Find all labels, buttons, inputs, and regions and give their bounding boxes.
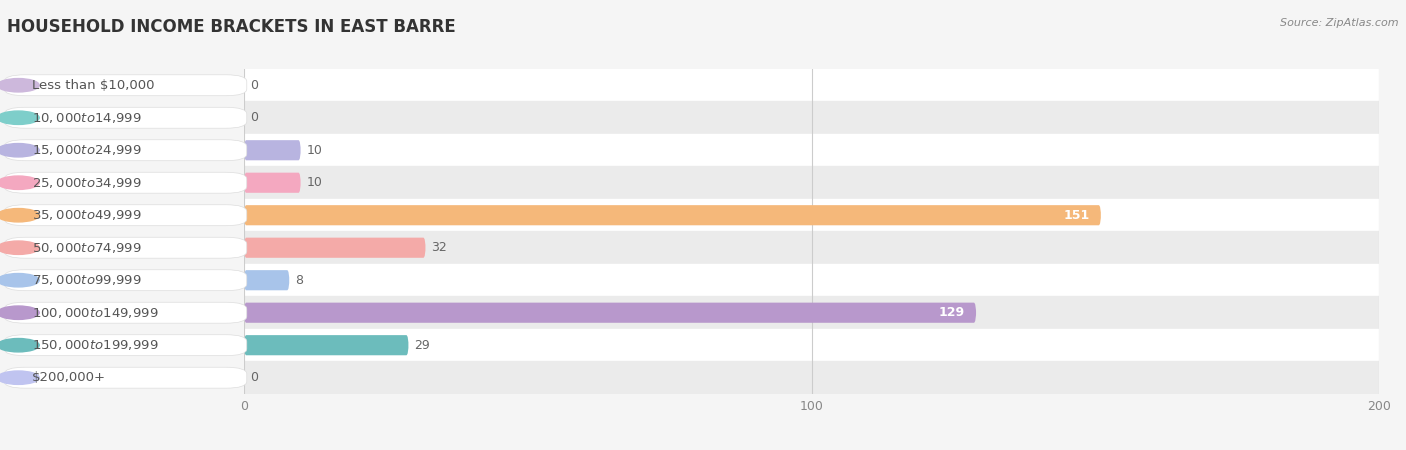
Bar xyxy=(245,69,1379,102)
Text: 10: 10 xyxy=(307,144,322,157)
Bar xyxy=(245,361,1379,394)
Text: $100,000 to $149,999: $100,000 to $149,999 xyxy=(32,306,159,320)
Text: 151: 151 xyxy=(1063,209,1090,222)
Text: Less than $10,000: Less than $10,000 xyxy=(32,79,155,92)
FancyBboxPatch shape xyxy=(245,238,426,258)
FancyBboxPatch shape xyxy=(245,205,1101,225)
Text: $150,000 to $199,999: $150,000 to $199,999 xyxy=(32,338,159,352)
Text: $35,000 to $49,999: $35,000 to $49,999 xyxy=(32,208,142,222)
Text: $50,000 to $74,999: $50,000 to $74,999 xyxy=(32,241,142,255)
Bar xyxy=(245,134,1379,166)
Bar xyxy=(245,297,1379,329)
Text: 0: 0 xyxy=(250,79,257,92)
Text: 129: 129 xyxy=(939,306,965,319)
Text: $10,000 to $14,999: $10,000 to $14,999 xyxy=(32,111,142,125)
Text: 0: 0 xyxy=(250,111,257,124)
Bar xyxy=(245,102,1379,134)
Text: 8: 8 xyxy=(295,274,304,287)
Bar xyxy=(245,231,1379,264)
FancyBboxPatch shape xyxy=(245,270,290,290)
Text: 32: 32 xyxy=(432,241,447,254)
FancyBboxPatch shape xyxy=(245,335,409,356)
Text: HOUSEHOLD INCOME BRACKETS IN EAST BARRE: HOUSEHOLD INCOME BRACKETS IN EAST BARRE xyxy=(7,18,456,36)
Bar xyxy=(245,199,1379,231)
Text: Source: ZipAtlas.com: Source: ZipAtlas.com xyxy=(1281,18,1399,28)
Bar xyxy=(245,166,1379,199)
Text: $200,000+: $200,000+ xyxy=(32,371,107,384)
Text: 29: 29 xyxy=(415,339,430,352)
Text: $15,000 to $24,999: $15,000 to $24,999 xyxy=(32,143,142,157)
FancyBboxPatch shape xyxy=(245,303,976,323)
Bar xyxy=(245,329,1379,361)
FancyBboxPatch shape xyxy=(245,173,301,193)
Text: $75,000 to $99,999: $75,000 to $99,999 xyxy=(32,273,142,287)
FancyBboxPatch shape xyxy=(245,140,301,160)
Text: 10: 10 xyxy=(307,176,322,189)
Bar xyxy=(245,264,1379,297)
Text: $25,000 to $34,999: $25,000 to $34,999 xyxy=(32,176,142,190)
Text: 0: 0 xyxy=(250,371,257,384)
